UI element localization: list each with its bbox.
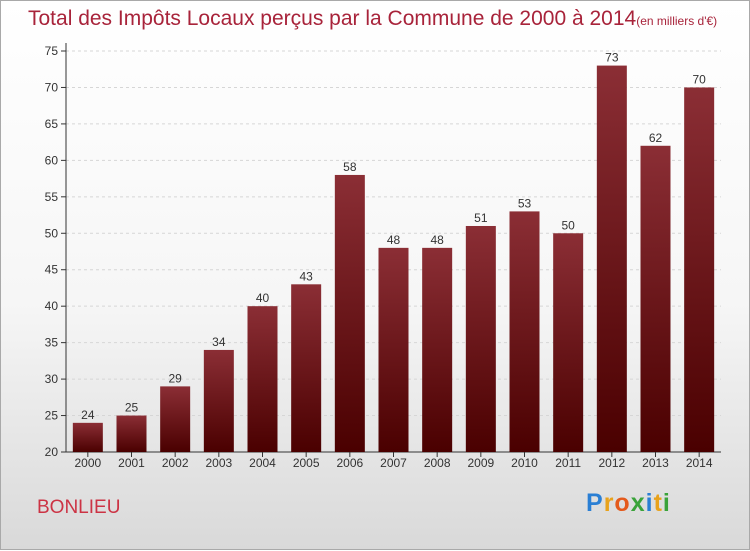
data-label-2014: 70 [692,72,706,86]
x-tick-label: 2006 [336,456,363,470]
bar-2000 [72,422,103,452]
data-label-2013: 62 [649,131,663,145]
data-label-2002: 29 [168,371,182,385]
data-label-2005: 43 [299,269,313,283]
commune-name: BONLIEU [37,497,121,518]
y-tick-label: 70 [45,80,59,94]
x-tick-label: 2005 [293,456,320,470]
bar-2009 [465,225,496,452]
bar-2006 [334,174,365,453]
data-label-2010: 53 [518,196,532,210]
x-tick-label: 2010 [511,456,538,470]
x-tick-label: 2007 [380,456,407,470]
bar-2003 [203,349,234,452]
x-tick-label: 2003 [205,456,232,470]
y-tick-label: 65 [45,117,59,131]
data-label-2012: 73 [605,51,619,65]
data-label-2009: 51 [474,211,488,225]
logo-letter: x [630,489,646,517]
bar-2010 [509,211,540,452]
bar-2002 [160,386,191,452]
y-tick-label: 55 [45,190,59,204]
x-tick-label: 2009 [467,456,494,470]
bar-2011 [553,233,584,452]
bar-2007 [378,247,409,452]
y-tick-label: 30 [45,372,59,386]
y-tick-label: 45 [45,263,59,277]
data-label-2004: 40 [256,291,270,305]
logo-letter: i [662,489,671,517]
chart-title-block: Total des Impôts Locaux perçus par la Co… [28,7,717,31]
x-tick-label: 2014 [686,456,713,470]
bar-2001 [116,415,147,452]
data-label-2000: 24 [81,408,95,422]
chart-title: Total des Impôts Locaux perçus par la Co… [28,7,637,30]
data-label-2007: 48 [387,233,401,247]
data-label-2011: 50 [561,218,575,232]
bar-2014 [684,87,715,453]
x-tick-label: 2004 [249,456,276,470]
y-tick-label: 25 [45,409,59,423]
bar-2012 [596,65,627,452]
proxiti-logo: Proxiti [586,489,671,518]
y-tick-label: 60 [45,153,59,167]
x-tick-label: 2001 [118,456,145,470]
y-tick-label: 40 [45,299,59,313]
x-tick-label: 2013 [642,456,669,470]
logo-letter: r [603,489,615,517]
logo-letter: t [653,489,663,517]
y-tick-label: 75 [45,44,59,58]
bar-2013 [640,145,671,453]
x-tick-label: 2008 [424,456,451,470]
bar-2008 [422,247,453,452]
bar-2005 [291,284,322,452]
y-tick-label: 20 [45,445,59,459]
logo-letter: i [645,489,654,517]
y-tick-label: 50 [45,226,59,240]
data-label-2008: 48 [430,233,444,247]
logo-letter: o [614,489,631,517]
x-tick-label: 2012 [598,456,625,470]
data-label-2003: 34 [212,335,226,349]
logo-letter: P [586,489,604,517]
x-tick-label: 2002 [162,456,189,470]
chart-subtitle: (en milliers d'€) [636,14,718,28]
data-label-2001: 25 [125,401,139,415]
y-tick-label: 35 [45,336,59,350]
data-label-2006: 58 [343,160,357,174]
x-tick-label: 2000 [74,456,101,470]
bar-2004 [247,306,278,452]
x-tick-label: 2011 [555,456,581,470]
